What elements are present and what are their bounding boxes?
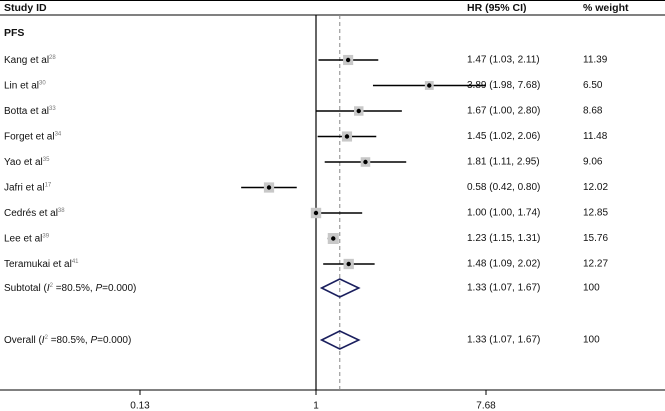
- study-ref: 34: [55, 131, 62, 137]
- hr-value: 1.47 (1.03, 2.11): [467, 55, 540, 66]
- study-ref: 33: [49, 106, 56, 112]
- x-tick-label: 0.13: [130, 401, 150, 411]
- point-estimate: [313, 210, 319, 216]
- point-estimate: [346, 261, 351, 267]
- study-ref: 28: [49, 55, 56, 61]
- hr-value: 3.89 (1.98, 7.68): [467, 80, 540, 91]
- subtotal-hr: 1.33 (1.07, 1.67): [467, 283, 540, 294]
- header-weight: % weight: [583, 2, 629, 14]
- point-estimate: [427, 83, 432, 88]
- overall-hr: 1.33 (1.07, 1.67): [467, 335, 540, 346]
- header-study-id: Study ID: [4, 2, 47, 14]
- study-row: Teramukai et al41 1.48 (1.09, 2.02) 12.27: [4, 259, 608, 270]
- subtotal-diamond: [319, 278, 361, 298]
- weight-value: 6.50: [583, 80, 603, 91]
- point-estimate: [356, 108, 361, 114]
- study-ref: 41: [72, 259, 79, 265]
- weight-value: 12.85: [583, 208, 608, 219]
- point-estimate: [345, 57, 351, 63]
- study-ref: 35: [43, 157, 50, 163]
- study-name: Lin et al30: [4, 80, 46, 91]
- point-estimate: [363, 159, 368, 165]
- overall-label: Overall (I2 =80.5%, P=0.000): [4, 335, 131, 346]
- overall-weight: 100: [583, 335, 600, 346]
- overall-diamond: [319, 330, 361, 350]
- study-ref: 39: [42, 233, 49, 239]
- hr-value: 1.23 (1.15, 1.31): [467, 233, 540, 244]
- overall-row: Overall (I2 =80.5%, P=0.000) 1.33 (1.07, …: [4, 330, 600, 350]
- study-row: Forget et al34 1.45 (1.02, 2.06) 11.48: [4, 131, 608, 142]
- study-name: Forget et al34: [4, 131, 62, 142]
- point-estimate: [331, 236, 336, 241]
- hr-value: 0.58 (0.42, 0.80): [467, 182, 540, 193]
- weight-value: 15.76: [583, 233, 608, 244]
- weight-value: 11.39: [583, 55, 608, 66]
- subtotal-row: Subtotal (I2 =80.5%, P=0.000) 1.33 (1.07,…: [4, 278, 600, 298]
- x-tick-label: 1: [313, 401, 319, 411]
- study-name: Lee et al39: [4, 233, 50, 244]
- subtotal-label: Subtotal (I2 =80.5%, P=0.000): [4, 283, 136, 294]
- weight-value: 9.06: [583, 157, 603, 168]
- study-row: Kang et al28 1.47 (1.03, 2.11) 11.39: [4, 55, 608, 66]
- study-row: Lin et al30 3.89 (1.98, 7.68) 6.50: [4, 80, 603, 91]
- study-row: Cedrés et al38 1.00 (1.00, 1.74) 12.85: [4, 208, 608, 219]
- study-name: Yao et al35: [4, 157, 50, 168]
- subtotal-weight: 100: [583, 283, 600, 294]
- study-row: Jafri et al17 0.58 (0.42, 0.80) 12.02: [4, 182, 608, 193]
- study-name: Cedrés et al38: [4, 208, 65, 219]
- hr-value: 1.67 (1.00, 2.80): [467, 106, 540, 117]
- point-estimate: [344, 134, 350, 139]
- weight-value: 12.27: [583, 259, 608, 270]
- weight-value: 12.02: [583, 182, 608, 193]
- hr-value: 1.48 (1.09, 2.02): [467, 259, 540, 270]
- study-name: Jafri et al17: [4, 182, 52, 193]
- study-ref: 30: [39, 80, 46, 86]
- subgroup-label: PFS: [4, 27, 24, 39]
- x-tick-label: 7.68: [476, 401, 496, 411]
- study-row: Yao et al35 1.81 (1.11, 2.95) 9.06: [4, 157, 603, 168]
- header-hr: HR (95% CI): [467, 2, 527, 14]
- study-ref: 38: [58, 208, 65, 214]
- study-ref: 17: [45, 182, 52, 188]
- hr-value: 1.45 (1.02, 2.06): [467, 131, 540, 142]
- point-estimate: [266, 185, 272, 190]
- study-name: Botta et al33: [4, 106, 56, 117]
- study-name: Teramukai et al41: [4, 259, 79, 270]
- weight-value: 8.68: [583, 106, 603, 117]
- hr-value: 1.81 (1.11, 2.95): [467, 157, 540, 168]
- hr-value: 1.00 (1.00, 1.74): [467, 208, 540, 219]
- study-name: Kang et al28: [4, 55, 56, 66]
- study-row: Lee et al39 1.23 (1.15, 1.31) 15.76: [4, 233, 608, 244]
- weight-value: 11.48: [583, 131, 608, 142]
- study-row: Botta et al33 1.67 (1.00, 2.80) 8.68: [4, 106, 603, 117]
